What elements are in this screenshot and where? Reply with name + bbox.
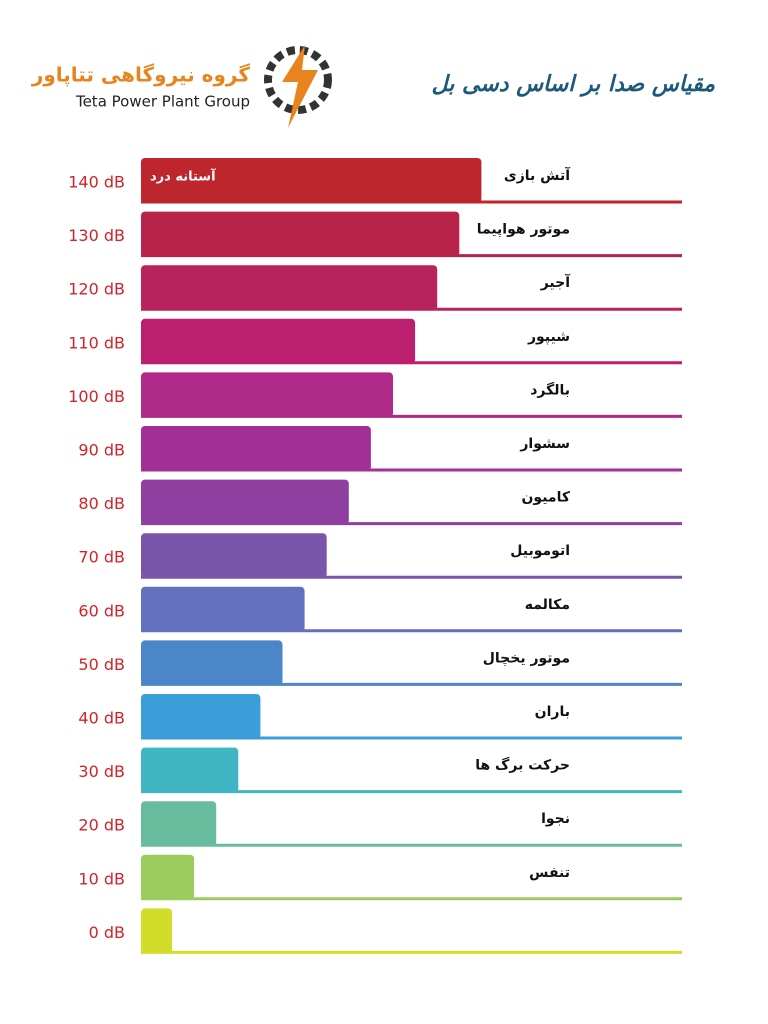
bar bbox=[141, 694, 261, 739]
bar bbox=[141, 426, 371, 471]
bar bbox=[141, 265, 438, 311]
value-label: 140 dB bbox=[68, 173, 125, 192]
bar bbox=[141, 801, 217, 847]
value-label: 120 dB bbox=[68, 280, 125, 299]
chart-title: مقیاس صدا بر اساس دسی بل bbox=[432, 72, 716, 97]
value-label: 50 dB bbox=[78, 655, 125, 674]
value-label: 60 dB bbox=[78, 601, 125, 620]
category-label: باران bbox=[535, 704, 570, 720]
category-label: بالگرد bbox=[530, 381, 570, 398]
category-label: حرکت برگ ها bbox=[475, 757, 570, 774]
bar bbox=[141, 854, 195, 900]
bar bbox=[141, 640, 283, 686]
value-label: 90 dB bbox=[78, 441, 125, 460]
value-label: 80 dB bbox=[78, 494, 125, 513]
bar bbox=[141, 586, 305, 632]
bar bbox=[141, 533, 327, 579]
logo-title: گروه نیروگاهی تتاپاور bbox=[31, 63, 251, 88]
category-label: مکالمه bbox=[525, 597, 570, 613]
value-label: 30 dB bbox=[78, 762, 125, 781]
category-label: شیپور bbox=[527, 329, 570, 345]
annotation: آستانه درد bbox=[150, 168, 216, 185]
bar bbox=[141, 211, 460, 257]
category-label: موتور هواپیما bbox=[477, 222, 570, 238]
value-label: 0 dB bbox=[89, 923, 125, 942]
bar bbox=[141, 372, 393, 418]
category-label: اتوموبیل bbox=[510, 543, 570, 559]
value-label: 40 dB bbox=[78, 709, 125, 728]
category-label: موتور یخچال bbox=[483, 650, 570, 666]
value-label: 130 dB bbox=[68, 226, 125, 245]
bar bbox=[141, 318, 416, 364]
category-label: آجیر bbox=[540, 273, 572, 291]
bar bbox=[141, 158, 482, 203]
category-label: نجوا bbox=[541, 811, 570, 827]
category-label: سشوار bbox=[519, 436, 570, 452]
value-label: 20 dB bbox=[78, 816, 125, 835]
category-label: کامیون bbox=[521, 490, 570, 506]
bar bbox=[141, 479, 349, 525]
bar bbox=[141, 908, 172, 954]
value-label: 10 dB bbox=[78, 869, 125, 888]
logo-subtitle: Teta Power Plant Group bbox=[75, 93, 250, 111]
value-label: 110 dB bbox=[68, 333, 125, 352]
category-label: آتش بازی bbox=[504, 166, 571, 184]
category-label: تنفس bbox=[529, 865, 570, 881]
value-label: 70 dB bbox=[78, 548, 125, 567]
bar bbox=[141, 747, 239, 793]
logo bbox=[264, 45, 332, 128]
value-label: 100 dB bbox=[68, 387, 125, 406]
